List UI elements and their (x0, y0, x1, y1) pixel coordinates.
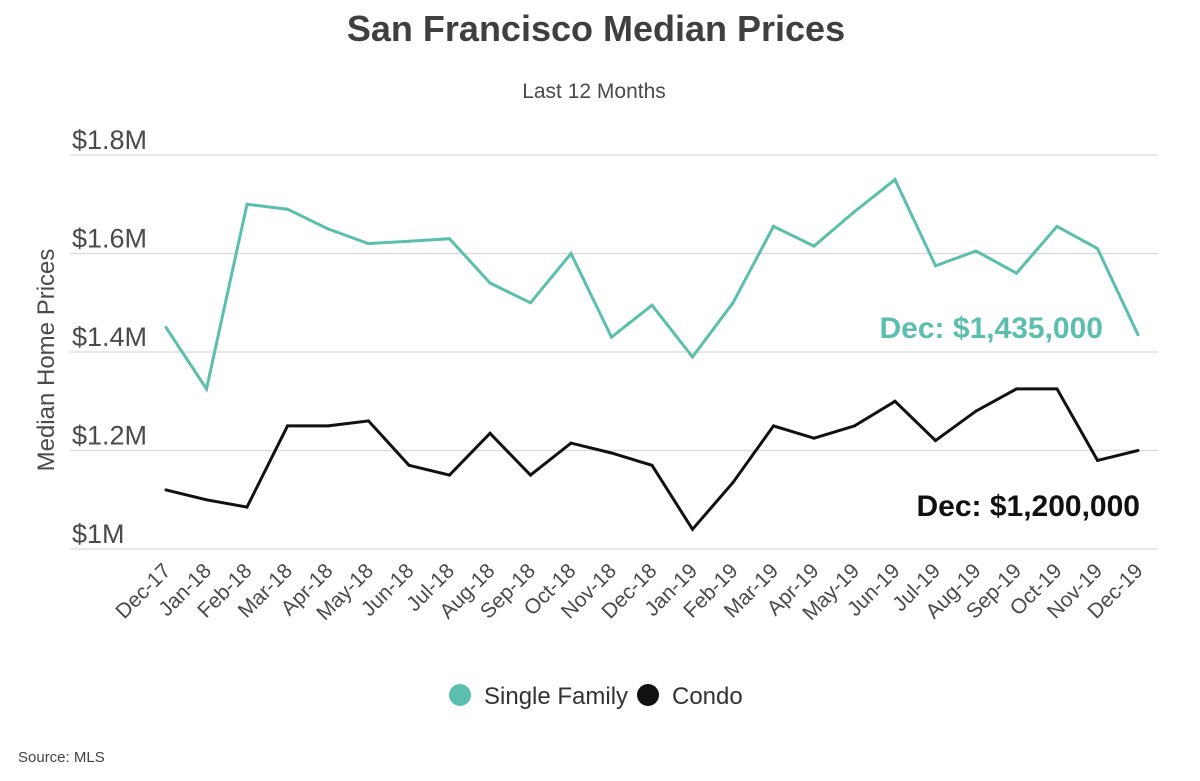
y-axis-ticks: $1M $1.2M $1.4M $1.6M $1.8M (72, 125, 147, 549)
y-axis-label: Median Home Prices (33, 249, 60, 472)
data-point (529, 473, 532, 477)
data-point (610, 451, 613, 455)
data-point (245, 202, 249, 206)
data-point (650, 463, 654, 467)
gridlines (70, 154, 1158, 550)
data-point (205, 387, 208, 391)
source-note: Source: MLS (18, 749, 105, 766)
y-tick-label: $1.8M (72, 125, 147, 155)
legend-item-condo[interactable]: Condo (637, 683, 743, 710)
data-point (610, 335, 613, 339)
data-point (205, 498, 208, 502)
legend-item-single-family[interactable]: Single Family (449, 683, 628, 710)
data-point (448, 473, 451, 477)
data-point (974, 409, 978, 413)
data-point (974, 249, 978, 253)
data-point (1055, 224, 1059, 228)
data-point (812, 244, 816, 248)
data-point (1015, 387, 1018, 391)
data-point (326, 227, 330, 231)
x-axis-ticks: Dec-17Jan-18Feb-18Mar-18Apr-18May-18Jun-… (111, 559, 1147, 625)
data-point (407, 239, 411, 243)
data-point (367, 242, 370, 246)
data-point (853, 210, 856, 214)
data-point (691, 355, 694, 359)
data-point (812, 436, 816, 440)
data-point (1096, 247, 1099, 251)
data-point (731, 481, 735, 485)
data-point (934, 264, 937, 268)
y-tick-label: $1M (72, 519, 125, 549)
chart-title: San Francisco Median Prices (347, 8, 845, 49)
data-point (893, 399, 897, 403)
series-lines (164, 177, 1140, 532)
data-point (488, 431, 492, 435)
data-point (1055, 387, 1059, 391)
y-tick-label: $1.6M (72, 224, 147, 254)
data-point (488, 281, 492, 285)
legend: Single Family Condo (449, 683, 743, 710)
data-point (772, 424, 775, 428)
data-point (853, 424, 856, 428)
legend-label-condo: Condo (672, 683, 743, 710)
data-point (1136, 449, 1140, 452)
data-point (934, 439, 937, 443)
condo-callout: Dec: $1,200,000 (916, 490, 1140, 523)
data-point (569, 252, 573, 255)
y-tick-label: $1.2M (72, 421, 147, 451)
data-point (286, 424, 289, 428)
data-point (893, 178, 897, 182)
data-point (164, 325, 168, 329)
data-point (245, 505, 249, 509)
legend-label-single-family: Single Family (484, 683, 628, 710)
single-family-callout: Dec: $1,435,000 (879, 312, 1103, 345)
series-line-single-family (164, 177, 1140, 393)
data-point (772, 224, 775, 228)
chart-subtitle: Last 12 Months (522, 80, 666, 103)
data-point (529, 301, 532, 305)
data-point (164, 488, 168, 492)
data-point (650, 303, 654, 307)
data-point (1096, 458, 1099, 462)
data-point (1136, 333, 1140, 337)
data-point (1015, 271, 1018, 275)
condo-swatch (637, 684, 659, 706)
data-point (407, 463, 411, 467)
data-point (691, 527, 694, 531)
y-tick-label: $1.4M (72, 322, 147, 352)
data-point (569, 441, 573, 445)
data-point (367, 419, 370, 423)
data-point (448, 237, 451, 241)
single-family-swatch (449, 684, 471, 706)
data-point (286, 207, 289, 211)
data-point (326, 424, 330, 428)
data-point (731, 301, 735, 305)
